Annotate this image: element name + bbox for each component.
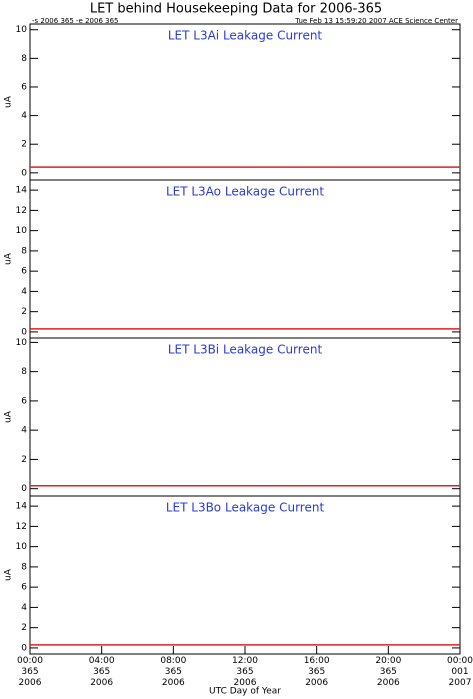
y-tick-label: 2 (21, 455, 27, 465)
y-tick-label: 10 (16, 226, 28, 236)
y-tick-label: 8 (21, 54, 27, 64)
timestamp-note: Tue Feb 13 15:59:20 2007 ACE Science Cen… (294, 17, 458, 25)
chart-title: LET behind Housekeeping Data for 2006-36… (90, 2, 382, 17)
y-tick-label: 4 (21, 111, 27, 121)
y-tick-label: 10 (16, 542, 28, 552)
x-axis-label: UTC Day of Year (209, 687, 281, 697)
y-tick-label: 2 (21, 623, 27, 633)
y-tick-label: 8 (21, 367, 27, 377)
panel-frame (29, 23, 461, 181)
x-tick-label: 04:00 365 2006 (89, 656, 115, 688)
x-tick-label: 08:00 365 2006 (160, 656, 186, 688)
panel-title: LET L3Ao Leakage Current (166, 185, 324, 199)
y-tick-label: 8 (21, 562, 27, 572)
y-tick-label: 6 (21, 267, 27, 277)
y-tick-label: 0 (21, 484, 27, 494)
y-axis-label: uA (4, 568, 14, 581)
y-tick-label: 6 (21, 82, 27, 92)
run-note: -s 2006 365 -e 2006 365 (32, 17, 118, 25)
y-tick-label: 14 (16, 186, 28, 196)
y-tick-label: 8 (21, 246, 27, 256)
y-tick-label: 0 (21, 327, 27, 337)
panel-title: LET L3Bo Leakage Current (166, 501, 325, 515)
x-tick-label: 00:00 365 2006 (17, 656, 43, 688)
x-tick-label: 16:00 365 2006 (304, 656, 330, 688)
y-axis-label: uA (4, 95, 14, 108)
x-tick-label: 20:00 365 2006 (375, 656, 401, 688)
y-tick-label: 4 (21, 426, 27, 436)
y-tick-label: 4 (21, 603, 27, 613)
y-tick-label: 2 (21, 307, 27, 317)
y-tick-label: 10 (16, 25, 28, 35)
y-axis-label: uA (4, 410, 14, 423)
y-tick-label: 4 (21, 287, 27, 297)
y-tick-label: 14 (16, 502, 28, 512)
y-axis-label: uA (4, 252, 14, 265)
y-tick-label: 12 (16, 522, 27, 532)
y-tick-label: 6 (21, 583, 27, 593)
panel-title: LET L3Bi Leakage Current (168, 343, 323, 357)
y-tick-label: 10 (16, 338, 28, 348)
y-tick-label: 6 (21, 396, 27, 406)
y-tick-label: 12 (16, 206, 27, 216)
y-tick-label: 2 (21, 140, 27, 150)
y-tick-label: 0 (21, 643, 27, 653)
panel-frame (29, 495, 461, 655)
panel-frame (29, 337, 461, 497)
x-tick-label: 00:00 001 2007 (447, 656, 473, 688)
panel-frame (29, 179, 461, 339)
panel-title: LET L3Ai Leakage Current (168, 29, 323, 43)
x-tick-label: 12:00 365 2006 (232, 656, 258, 688)
y-tick-label: 0 (21, 168, 27, 178)
